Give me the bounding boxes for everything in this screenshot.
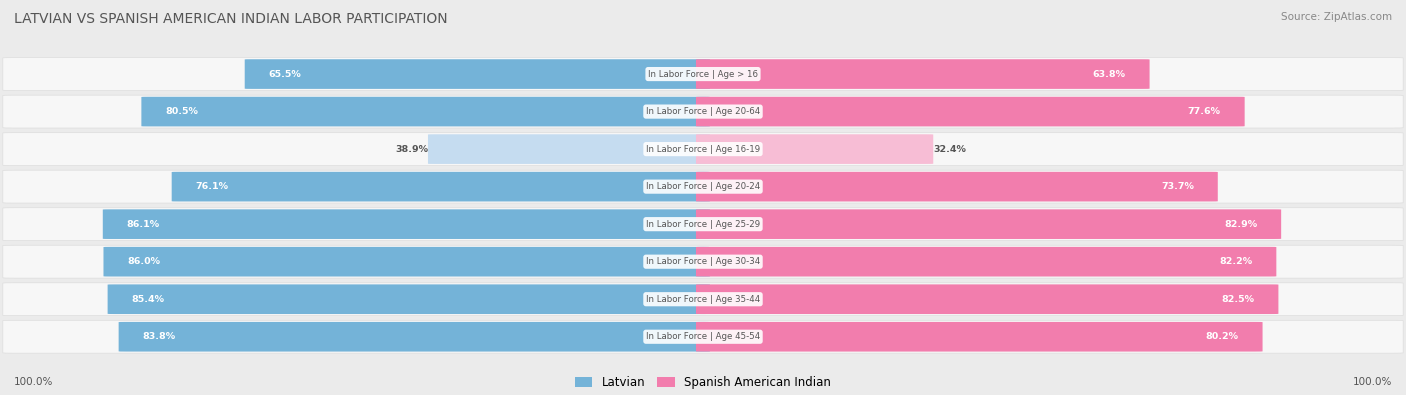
FancyBboxPatch shape [142, 97, 710, 126]
FancyBboxPatch shape [3, 208, 1403, 241]
FancyBboxPatch shape [103, 209, 710, 239]
FancyBboxPatch shape [696, 97, 1244, 126]
FancyBboxPatch shape [172, 172, 710, 201]
FancyBboxPatch shape [3, 320, 1403, 353]
Text: Source: ZipAtlas.com: Source: ZipAtlas.com [1281, 12, 1392, 22]
FancyBboxPatch shape [696, 247, 1277, 276]
FancyBboxPatch shape [696, 322, 1263, 352]
Text: In Labor Force | Age 45-54: In Labor Force | Age 45-54 [645, 332, 761, 341]
Legend: Latvian, Spanish American Indian: Latvian, Spanish American Indian [575, 376, 831, 389]
FancyBboxPatch shape [3, 170, 1403, 203]
FancyBboxPatch shape [696, 134, 934, 164]
Text: 85.4%: 85.4% [132, 295, 165, 304]
FancyBboxPatch shape [696, 172, 1218, 201]
FancyBboxPatch shape [696, 284, 1278, 314]
Text: 86.1%: 86.1% [127, 220, 160, 229]
Text: 80.5%: 80.5% [166, 107, 198, 116]
FancyBboxPatch shape [104, 247, 710, 276]
FancyBboxPatch shape [3, 95, 1403, 128]
Text: 63.8%: 63.8% [1092, 70, 1126, 79]
Text: 100.0%: 100.0% [14, 377, 53, 387]
FancyBboxPatch shape [108, 284, 710, 314]
FancyBboxPatch shape [118, 322, 710, 352]
Text: In Labor Force | Age 16-19: In Labor Force | Age 16-19 [645, 145, 761, 154]
Text: 100.0%: 100.0% [1353, 377, 1392, 387]
Text: 65.5%: 65.5% [269, 70, 301, 79]
Text: 76.1%: 76.1% [195, 182, 229, 191]
FancyBboxPatch shape [696, 59, 1150, 89]
Text: In Labor Force | Age 20-64: In Labor Force | Age 20-64 [645, 107, 761, 116]
FancyBboxPatch shape [427, 134, 710, 164]
Text: LATVIAN VS SPANISH AMERICAN INDIAN LABOR PARTICIPATION: LATVIAN VS SPANISH AMERICAN INDIAN LABOR… [14, 12, 447, 26]
FancyBboxPatch shape [3, 58, 1403, 90]
Text: 32.4%: 32.4% [934, 145, 966, 154]
FancyBboxPatch shape [3, 245, 1403, 278]
Text: 80.2%: 80.2% [1206, 332, 1239, 341]
Text: 82.9%: 82.9% [1225, 220, 1257, 229]
Text: 38.9%: 38.9% [395, 145, 427, 154]
Text: 82.2%: 82.2% [1219, 257, 1253, 266]
Text: 77.6%: 77.6% [1188, 107, 1220, 116]
Text: 83.8%: 83.8% [142, 332, 176, 341]
FancyBboxPatch shape [3, 133, 1403, 166]
Text: In Labor Force | Age 25-29: In Labor Force | Age 25-29 [645, 220, 761, 229]
Text: In Labor Force | Age > 16: In Labor Force | Age > 16 [648, 70, 758, 79]
Text: In Labor Force | Age 20-24: In Labor Force | Age 20-24 [645, 182, 761, 191]
Text: 86.0%: 86.0% [128, 257, 160, 266]
Text: In Labor Force | Age 30-34: In Labor Force | Age 30-34 [645, 257, 761, 266]
Text: In Labor Force | Age 35-44: In Labor Force | Age 35-44 [645, 295, 761, 304]
Text: 73.7%: 73.7% [1161, 182, 1194, 191]
Text: 82.5%: 82.5% [1222, 295, 1254, 304]
FancyBboxPatch shape [3, 283, 1403, 316]
FancyBboxPatch shape [245, 59, 710, 89]
FancyBboxPatch shape [696, 209, 1281, 239]
